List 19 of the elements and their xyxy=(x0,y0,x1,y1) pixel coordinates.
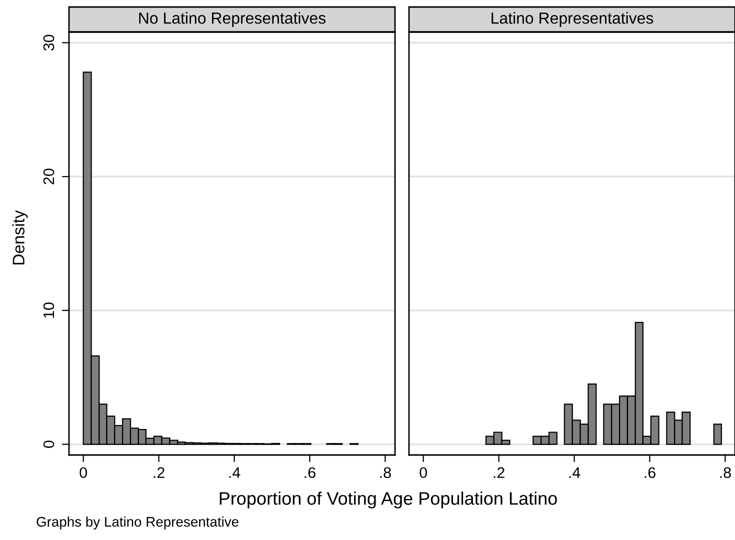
y-tick-label: 10 xyxy=(43,302,54,318)
x-tick-label: .8 xyxy=(720,467,731,478)
y-tick-label: 20 xyxy=(43,168,54,184)
x-axis-title: Proportion of Voting Age Population Latino xyxy=(220,492,557,508)
x-tick-label: .8 xyxy=(380,467,391,478)
x-tick-label: .4 xyxy=(229,467,240,478)
x-tick-label: .2 xyxy=(154,467,164,478)
x-tick-label: .6 xyxy=(304,467,316,478)
x-tick-label: .2 xyxy=(494,467,504,478)
chart-title: Latino Representatives xyxy=(492,12,654,27)
chart-title: No Latino Representatives xyxy=(139,12,326,27)
y-axis-title: Density xyxy=(12,210,28,264)
x-tick-label: .4 xyxy=(569,467,580,478)
text: Graphs by Latino Representative xyxy=(36,516,238,530)
x-tick-label: 0 xyxy=(420,467,427,478)
x-tick-label: 0 xyxy=(80,467,87,478)
x-tick-label: .6 xyxy=(644,467,656,478)
y-tick-label: 30 xyxy=(43,34,54,51)
y-tick-label: 0 xyxy=(43,440,54,448)
